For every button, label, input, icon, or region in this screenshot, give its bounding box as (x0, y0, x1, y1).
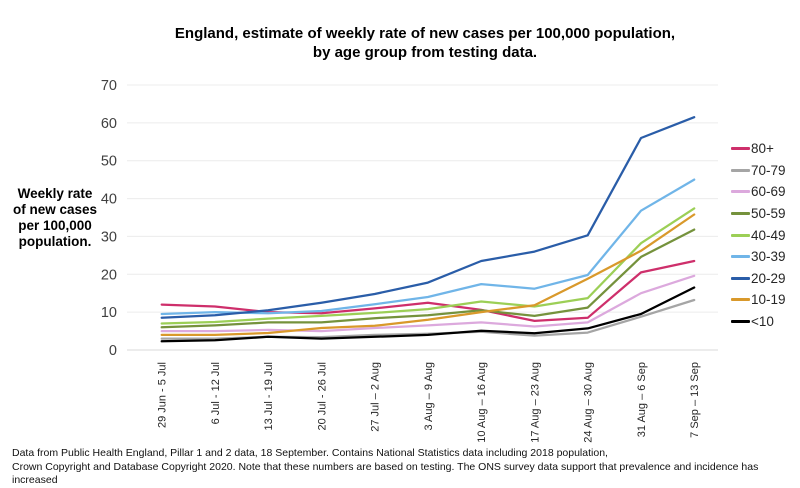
series-line-50-59 (160, 228, 696, 329)
chart-title: England, estimate of weekly rate of new … (70, 24, 780, 62)
y-tick-label-30: 30 (101, 229, 117, 245)
legend-label: 30-39 (751, 249, 786, 265)
x-tick-label-4: 27 Jul – 2 Aug (370, 362, 382, 432)
y-tick-label-70: 70 (101, 78, 117, 94)
chart-legend: 80+ 70-79 60-69 50-59 40-49 30-39 20-29 10-19 <1… (731, 138, 799, 332)
x-tick-label-6: 10 Aug – 16 Aug (476, 362, 488, 443)
legend-swatch-icon (731, 298, 750, 302)
legend-swatch-icon (731, 212, 750, 216)
x-tick-label-1: 6 Jul - 12 Jul (210, 362, 222, 424)
source-note: Data from Public Health England, Pillar … (12, 447, 794, 488)
y-tick-label-10: 10 (101, 305, 117, 321)
chart-title-line2: by age group from testing data. (312, 44, 538, 61)
legend-item-50-59: 50-59 (731, 203, 799, 225)
x-tick-label-5: 3 Aug – 9 Aug (423, 362, 435, 431)
x-tick-label-3: 20 Jul - 26 Jul (316, 362, 328, 430)
legend-item-20-29: 20-29 (731, 268, 799, 290)
legend-label: <10 (751, 314, 774, 330)
y-tick-label-20: 20 (101, 267, 117, 283)
legend-label: 60-69 (751, 184, 786, 200)
y-tick-label-50: 50 (101, 154, 117, 170)
series-line-60-69 (160, 274, 696, 333)
x-tick-label-0: 29 Jun - 5 Jul (157, 362, 169, 428)
y-tick-label-40: 40 (101, 192, 117, 208)
legend-swatch-icon (731, 233, 750, 237)
legend-label: 50-59 (751, 206, 786, 222)
legend-item-80: 80+ (731, 138, 799, 160)
series-line-80 (160, 259, 696, 323)
legend-item-10-19: 10-19 (731, 289, 799, 311)
legend-swatch-icon (731, 276, 750, 280)
y-tick-label-0: 0 (109, 343, 117, 359)
legend-label: 20-29 (751, 270, 786, 286)
legend-item-30-39: 30-39 (731, 246, 799, 268)
chart-title-line1: England, estimate of weekly rate of new … (174, 25, 676, 42)
x-tick-label-9: 31 Aug – 6 Sep (636, 362, 648, 437)
legend-item-40-49: 40-49 (731, 224, 799, 246)
series-line-20-29 (160, 116, 696, 319)
legend-item-10: <10 (731, 311, 799, 333)
legend-label: 70-79 (751, 162, 786, 178)
legend-swatch-icon (731, 255, 750, 259)
legend-swatch-icon (731, 147, 750, 151)
legend-label: 10-19 (751, 292, 786, 308)
legend-swatch-icon (731, 320, 750, 324)
legend-label: 40-49 (751, 227, 786, 243)
y-tick-label-60: 60 (101, 116, 117, 132)
legend-item-60-69: 60-69 (731, 181, 799, 203)
x-tick-label-8: 24 Aug – 30 Aug (583, 362, 595, 443)
series-line-40-49 (160, 207, 696, 325)
legend-label: 80+ (751, 141, 774, 157)
legend-item-70-79: 70-79 (731, 160, 799, 182)
source-note-line1: Data from Public Health England, Pillar … (12, 447, 608, 459)
x-tick-label-10: 7 Sep – 13 Sep (689, 362, 701, 438)
legend-swatch-icon (731, 168, 750, 172)
x-tick-label-2: 13 Jul - 19 Jul (263, 362, 275, 430)
y-axis-title: Weekly rate of new cases per 100,000 pop… (12, 186, 98, 249)
series-line-10-19 (160, 213, 696, 337)
x-tick-label-7: 17 Aug – 23 Aug (529, 362, 541, 443)
legend-swatch-icon (731, 190, 750, 194)
source-note-line2: Crown Copyright and Database Copyright 2… (12, 460, 759, 487)
series-line-10 (160, 286, 696, 343)
